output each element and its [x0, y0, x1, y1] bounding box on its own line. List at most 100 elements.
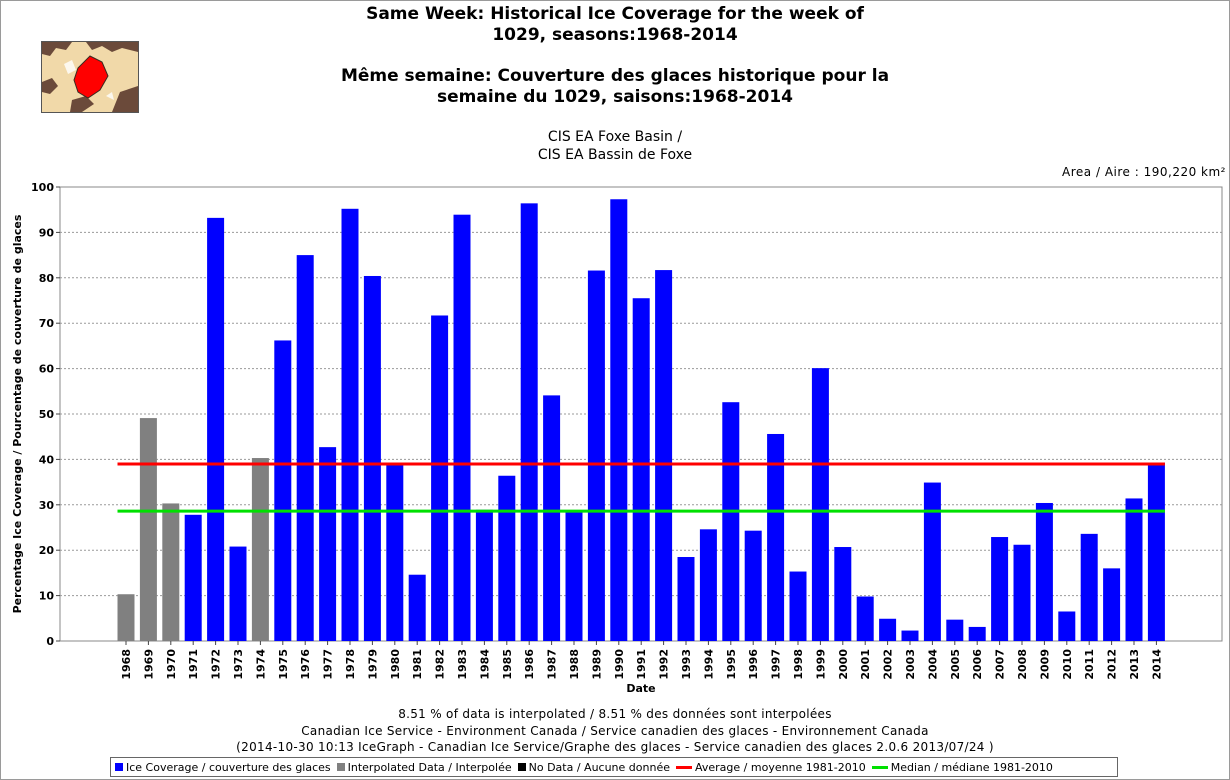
x-tick-label: 1969 [142, 649, 155, 680]
bar-2012 [1103, 568, 1121, 641]
bar-1986 [520, 203, 538, 641]
x-tick-label: 2000 [837, 649, 850, 680]
bar-2008 [1013, 544, 1031, 641]
x-tick-label: 1991 [635, 649, 648, 680]
chart-legend: Ice Coverage / couverture des glaces Inte… [110, 757, 1118, 777]
bar-2004 [923, 482, 941, 641]
legend-label: Interpolated Data / Interpolée [347, 760, 512, 774]
x-tick-label: 2003 [904, 649, 917, 680]
y-tick-label: 80 [39, 272, 55, 285]
bar-1996 [744, 530, 762, 641]
legend-swatch [676, 765, 692, 769]
bar-1983 [453, 214, 471, 641]
x-tick-label: 1992 [658, 649, 671, 680]
bar-1987 [543, 395, 561, 641]
x-tick-label: 1985 [501, 649, 514, 680]
region-map-icon [42, 42, 138, 112]
bar-1985 [498, 475, 516, 641]
bar-1972 [207, 217, 225, 641]
bar-1990 [610, 199, 628, 641]
footer-interpolation-note: 8.51 % of data is interpolated / 8.51 % … [398, 707, 832, 721]
x-axis-label: Date [626, 682, 655, 695]
x-tick-label: 1997 [770, 649, 783, 680]
x-tick-label: 1974 [254, 649, 267, 680]
bar-1993 [677, 557, 695, 641]
bar-chart: 0 10 20 30 40 50 60 70 80 90 100 1968 1969 1970 1971 1… [11, 181, 1223, 695]
chart-title-fr-line1: Même semaine: Couverture des glaces hist… [340, 66, 890, 86]
x-tick-label: 2002 [882, 649, 895, 680]
legend-label: No Data / Aucune donnée [528, 760, 670, 774]
y-tick-label: 90 [39, 226, 55, 239]
x-tick-label: 2012 [1106, 649, 1119, 680]
x-tick-label: 1977 [322, 649, 335, 680]
chart-title-en-line2: 1029, seasons:1968-2014 [492, 25, 738, 45]
bar-1981 [408, 574, 426, 641]
bar-2009 [1035, 502, 1053, 641]
y-tick-label: 50 [39, 408, 55, 421]
x-tick-label: 1982 [434, 649, 447, 680]
x-tick-label: 2007 [994, 649, 1007, 680]
bar-1971 [184, 514, 202, 641]
x-tick-label: 1983 [456, 649, 469, 680]
y-tick-label: 40 [39, 453, 55, 466]
bar-2003 [901, 630, 919, 641]
bar-1991 [632, 298, 650, 641]
bar-1976 [296, 255, 314, 641]
footer-source: Canadian Ice Service - Environment Canad… [301, 724, 929, 738]
bar-1995 [722, 402, 740, 641]
x-tick-label: 2010 [1061, 649, 1074, 680]
bar-1997 [767, 433, 785, 641]
x-tick-label: 1972 [210, 649, 223, 680]
x-tick-label: 2013 [1128, 649, 1141, 680]
y-tick-label: 60 [39, 363, 55, 376]
x-tick-label: 2006 [971, 649, 984, 680]
x-tick-label: 1993 [680, 649, 693, 680]
x-tick-label: 1973 [232, 649, 245, 680]
x-tick-label: 1999 [814, 649, 827, 680]
region-map-thumbnail [41, 41, 139, 113]
y-axis-label: Percentage Ice Coverage / Pourcentage de… [11, 214, 24, 613]
legend-label: Average / moyenne 1981-2010 [695, 760, 866, 774]
x-tick-label: 1984 [478, 649, 491, 680]
x-tick-label: 2011 [1083, 649, 1096, 680]
legend-item: Median / médiane 1981-2010 [871, 761, 1053, 774]
legend-item: No Data / Aucune donnée [517, 760, 670, 774]
x-tick-label: 1996 [747, 649, 760, 680]
bar-1998 [789, 571, 807, 641]
bar-1984 [475, 509, 493, 641]
x-tick-label: 2014 [1150, 649, 1163, 680]
bar-1977 [319, 447, 337, 641]
bar-2002 [879, 618, 897, 641]
x-tick-label: 1970 [165, 649, 178, 680]
x-tick-label: 1978 [344, 649, 357, 680]
legend-item: Ice Coverage / couverture des glaces [115, 761, 331, 774]
x-tick-label: 1976 [299, 649, 312, 680]
x-tick-label: 1975 [277, 649, 290, 680]
bar-1978 [341, 208, 359, 642]
y-tick-label: 10 [39, 590, 55, 603]
bar-1974 [251, 458, 269, 641]
x-tick-label: 2009 [1038, 649, 1051, 680]
x-tick-label: 1990 [613, 649, 626, 680]
region-name-line1: CIS EA Foxe Basin / [547, 129, 683, 145]
bar-2001 [856, 596, 874, 641]
y-tick-label: 20 [39, 544, 55, 557]
bar-2007 [991, 537, 1009, 641]
x-tick-label: 1998 [792, 649, 805, 680]
x-tick-label: 1968 [120, 649, 133, 680]
bar-2005 [946, 619, 964, 641]
legend-item: Interpolated Data / Interpolée [336, 760, 512, 774]
legend-swatch [517, 763, 526, 771]
legend-item: Average / moyenne 1981-2010 [676, 761, 866, 774]
x-tick-label: 1995 [725, 649, 738, 680]
x-tick-label: 1971 [187, 649, 200, 680]
chart-title-en-line1: Same Week: Historical Ice Coverage for t… [366, 4, 864, 24]
bar-1982 [431, 315, 449, 641]
x-tick-label: 1979 [366, 649, 379, 680]
x-tick-label: 1994 [702, 649, 715, 680]
x-tick-label: 2005 [949, 649, 962, 680]
x-tick-label: 2008 [1016, 649, 1029, 680]
y-tick-label: 30 [39, 499, 55, 512]
x-tick-label: 1988 [568, 649, 581, 680]
bar-1979 [363, 275, 381, 641]
